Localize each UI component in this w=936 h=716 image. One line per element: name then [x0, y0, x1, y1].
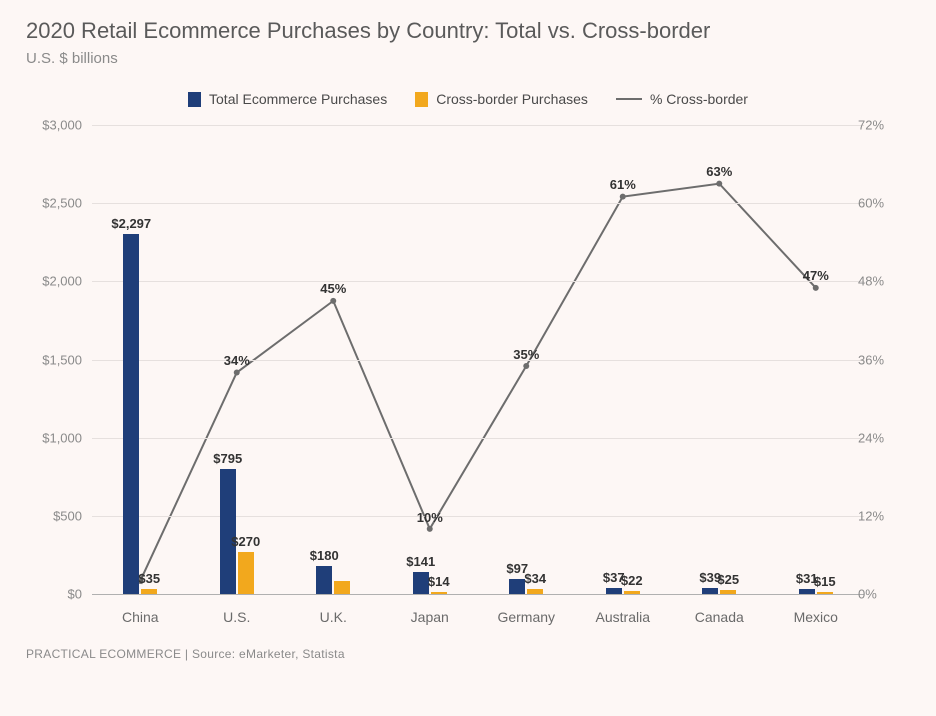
pct-marker [620, 194, 626, 200]
bar-group: $141$14 [382, 572, 479, 594]
x-axis-label: China [92, 599, 189, 635]
grid-line [92, 125, 864, 126]
y-right-tick: 48% [852, 274, 912, 289]
chart-title: 2020 Retail Ecommerce Purchases by Count… [26, 18, 910, 44]
bar-group: $2,297$35 [92, 234, 189, 594]
bar-cross: $270 [238, 552, 254, 594]
bar-total-label: $180 [310, 548, 339, 563]
chart-area: $00%$50012%$1,00024%$1,50036%$2,00048%$2… [30, 125, 906, 635]
pct-marker [813, 285, 819, 291]
legend-label-cross: Cross-border Purchases [436, 91, 588, 107]
bar-cross-label: $22 [621, 573, 643, 588]
y-left-tick: $2,500 [30, 196, 90, 211]
bar-cross-label: $270 [231, 534, 260, 549]
pct-label: 45% [320, 281, 346, 296]
y-left-tick: $2,000 [30, 274, 90, 289]
bar-group: $37$22 [575, 588, 672, 594]
pct-label: 10% [417, 510, 443, 525]
bar-group: $97$34 [478, 579, 575, 594]
y-right-tick: 72% [852, 118, 912, 133]
y-left-tick: $500 [30, 508, 90, 523]
bar-total: $2,297 [123, 234, 139, 594]
bar-group: $795$270 [189, 469, 286, 594]
bar-total: $31 [799, 589, 815, 594]
pct-label: 35% [513, 347, 539, 362]
legend-item-cross: Cross-border Purchases [415, 91, 588, 107]
bar-cross: $35 [141, 589, 157, 594]
bar-cross-label: $15 [814, 574, 836, 589]
grid-line [92, 360, 864, 361]
pct-marker [523, 363, 529, 369]
bar-cross-label: $14 [428, 574, 450, 589]
y-left-tick: $1,500 [30, 352, 90, 367]
x-axis-label: Canada [671, 599, 768, 635]
legend-item-total: Total Ecommerce Purchases [188, 91, 387, 107]
legend-swatch-total [188, 92, 201, 107]
bar-total: $141 [413, 572, 429, 594]
x-axis-label: U.K. [285, 599, 382, 635]
pct-label: 34% [224, 353, 250, 368]
chart-subtitle: U.S. $ billions [26, 50, 910, 67]
pct-label: 61% [610, 177, 636, 192]
y-right-tick: 60% [852, 196, 912, 211]
bar-total-label: $795 [213, 451, 242, 466]
legend-label-total: Total Ecommerce Purchases [209, 91, 387, 107]
pct-marker [427, 526, 433, 532]
legend: Total Ecommerce Purchases Cross-border P… [26, 91, 910, 107]
grid-line [92, 281, 864, 282]
bar-total: $97 [509, 579, 525, 594]
x-axis-label: Germany [478, 599, 575, 635]
bar-total: $180 [316, 566, 332, 594]
y-left-tick: $3,000 [30, 118, 90, 133]
bar-group: $31$15 [768, 589, 865, 594]
x-axis-label: Japan [382, 599, 479, 635]
legend-swatch-cross [415, 92, 428, 107]
pct-marker [330, 298, 336, 304]
x-axis-labels: ChinaU.S.U.K.JapanGermanyAustraliaCanada… [92, 599, 864, 635]
bar-cross: $15 [817, 592, 833, 594]
bar-cross [334, 581, 350, 594]
grid-line [92, 203, 864, 204]
pct-label: 47% [803, 268, 829, 283]
bar-cross-label: $34 [524, 571, 546, 586]
x-axis-label: Australia [575, 599, 672, 635]
bar-cross-label: $25 [717, 572, 739, 587]
x-axis-label: Mexico [768, 599, 865, 635]
pct-label: 63% [706, 164, 732, 179]
legend-label-pct: % Cross-border [650, 91, 748, 107]
bar-cross: $14 [431, 592, 447, 594]
pct-marker [234, 370, 240, 376]
bar-cross: $34 [527, 589, 543, 594]
bar-total: $795 [220, 469, 236, 594]
plot-area: $00%$50012%$1,00024%$1,50036%$2,00048%$2… [92, 125, 864, 595]
bar-total: $37 [606, 588, 622, 594]
legend-item-pct: % Cross-border [616, 91, 748, 107]
y-right-tick: 24% [852, 430, 912, 445]
bar-group: $180 [285, 566, 382, 594]
grid-line [92, 438, 864, 439]
x-axis-label: U.S. [189, 599, 286, 635]
bar-total: $39 [702, 588, 718, 594]
legend-swatch-line [616, 98, 642, 100]
bar-cross: $25 [720, 590, 736, 594]
y-right-tick: 12% [852, 508, 912, 523]
y-left-tick: $1,000 [30, 430, 90, 445]
chart-source-line: PRACTICAL ECOMMERCE | Source: eMarketer,… [26, 647, 910, 661]
pct-marker [716, 181, 722, 187]
bar-total-label: $2,297 [111, 216, 151, 231]
bar-group: $39$25 [671, 588, 768, 594]
y-right-tick: 36% [852, 352, 912, 367]
y-left-tick: $0 [30, 587, 90, 602]
bar-total-label: $141 [406, 554, 435, 569]
bar-cross-label: $35 [138, 571, 160, 586]
bar-cross: $22 [624, 591, 640, 594]
